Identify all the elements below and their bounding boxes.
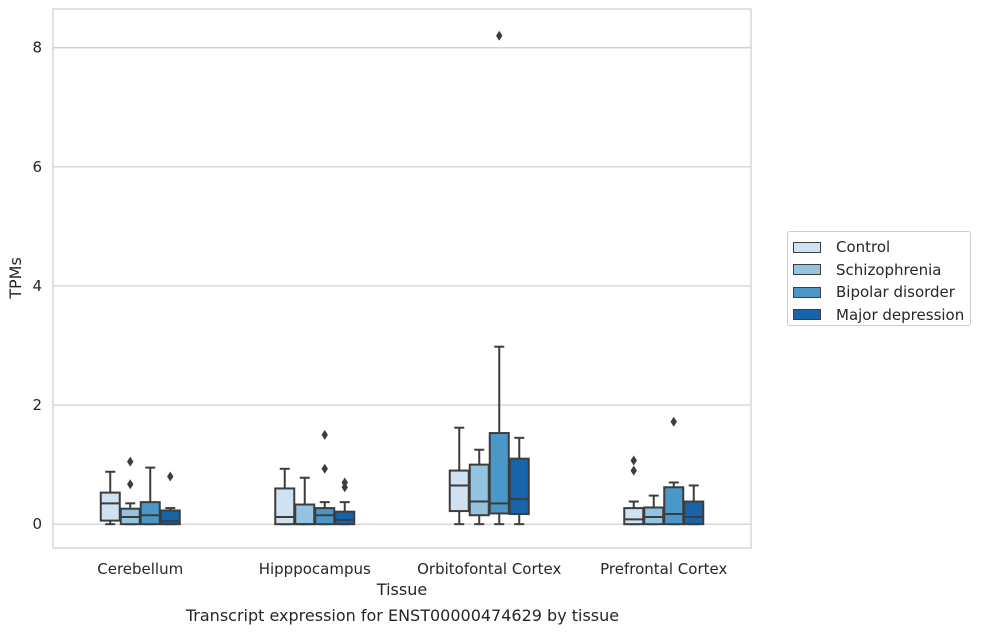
outlier-point [167, 471, 174, 482]
box-body [334, 510, 356, 526]
series-group [159, 436, 705, 526]
outlier-point [321, 463, 328, 474]
y-tick-label: 0 [32, 515, 42, 533]
box-body [488, 432, 510, 515]
legend-label: Control [836, 238, 891, 257]
box [99, 470, 121, 526]
y-tick-labels: 0 2 4 6 8 [32, 39, 42, 533]
plot-area [52, 8, 752, 549]
outlier-point [496, 30, 503, 41]
x-tick-label: Orbitofontal Cortex [417, 560, 561, 578]
legend-swatch [793, 286, 821, 298]
x-tick-label: Cerebellum [97, 560, 183, 578]
box-body [663, 486, 685, 526]
legend-swatch [793, 241, 821, 253]
box-body [508, 457, 530, 516]
box [334, 477, 356, 526]
series-group [139, 30, 685, 526]
box-body [274, 487, 296, 526]
y-tick-label: 8 [32, 39, 42, 57]
legend-label: Schizophrenia [836, 260, 942, 279]
outlier-point [321, 429, 328, 440]
y-tick-label: 2 [32, 396, 42, 414]
box-body [294, 503, 316, 526]
box-body [683, 500, 705, 526]
box [314, 429, 336, 526]
legend-item: Bipolar disorder [793, 281, 970, 304]
outlier-point [630, 465, 637, 476]
legend-swatch [793, 264, 821, 276]
legend-item: Major depression [793, 304, 970, 327]
y-tick-label: 6 [32, 158, 42, 176]
box-body [623, 507, 645, 526]
legend-item: Schizophrenia [793, 259, 970, 282]
box-body [99, 491, 121, 522]
legend-swatch [793, 309, 821, 321]
box-body [468, 463, 490, 517]
legend: Control Schizophrenia Bipolar disorder Majo… [787, 231, 971, 326]
x-axis-label: Tissue [376, 580, 427, 599]
box [683, 484, 705, 526]
outlier-point [670, 416, 677, 427]
box-body [643, 506, 665, 526]
y-tick-label: 4 [32, 277, 42, 295]
x-tick-labels: Cerebellum Hipppocampus Orbitofontal Corte… [97, 560, 727, 578]
box-body [448, 469, 470, 513]
box [468, 448, 490, 526]
series-group [119, 448, 665, 526]
legend-item: Control [793, 236, 970, 259]
box [139, 466, 161, 526]
outlier-point [127, 479, 134, 490]
x-tick-label: Hipppocampus [259, 560, 371, 578]
box-plot-chart: 0 2 4 6 8 Cerebellum Hipppocampus Orbitofontal… [6, 8, 752, 599]
legend-label: Bipolar disorder [836, 283, 955, 302]
chart-caption: Transcript expression for ENST0000047462… [185, 606, 620, 625]
x-tick-label: Prefrontal Cortex [600, 560, 727, 578]
box [159, 471, 181, 526]
outlier-point [341, 477, 348, 488]
legend-label: Major depression [836, 305, 965, 324]
box [274, 467, 296, 526]
box [508, 436, 530, 526]
outlier-point [630, 455, 637, 466]
box-body [139, 501, 161, 526]
box [643, 494, 665, 526]
outlier-point [127, 456, 134, 467]
box-series [99, 30, 705, 526]
y-axis-label: TPMs [6, 257, 25, 300]
